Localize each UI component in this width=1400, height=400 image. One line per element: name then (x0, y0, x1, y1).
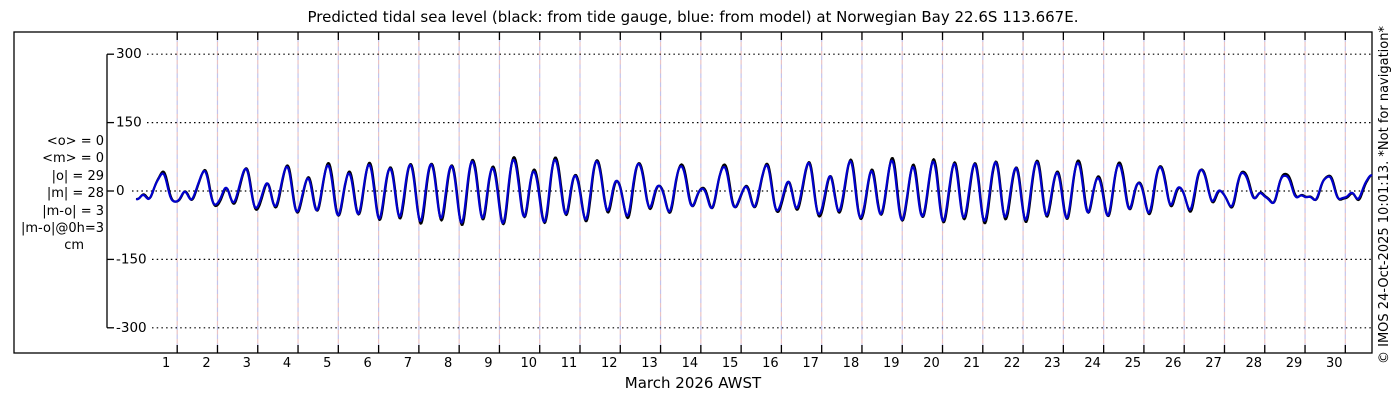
x-tick-label: 13 (641, 356, 658, 371)
y-tick-label: -150 (116, 251, 147, 267)
x-tick-label: 20 (923, 356, 940, 371)
stats-panel: <o> = 0 <m> = 0 |o| = 29 |m| = 28 |m-o| … (16, 133, 104, 255)
plot-frame (13, 31, 1373, 354)
x-tick-label: 28 (1245, 356, 1262, 371)
x-tick-label: 4 (283, 356, 291, 371)
x-tick-label: 24 (1084, 356, 1101, 371)
x-tick-label: 16 (762, 356, 779, 371)
stat-unit-label: cm (64, 238, 84, 254)
stat-line-mean-obs: <o> = 0 (46, 134, 104, 149)
x-tick-label: 25 (1125, 356, 1142, 371)
stat-line-abs-diff: |m-o| = 3 (42, 203, 104, 219)
x-tick-label: 19 (883, 356, 900, 371)
x-tick-label: 6 (363, 356, 371, 371)
copyright-watermark: © IMOS 24-Oct-2025 10:01:13. *Not for na… (1377, 26, 1392, 364)
x-tick-label: 7 (404, 356, 412, 371)
x-tick-label: 14 (682, 356, 699, 371)
x-tick-label: 30 (1326, 356, 1343, 371)
y-tick-label: 300 (116, 46, 142, 62)
x-tick-label: 1 (162, 356, 170, 371)
x-tick-label: 2 (202, 356, 210, 371)
stat-line-abs-obs: |o| = 29 (51, 168, 104, 184)
y-tick-label: 0 (116, 183, 125, 199)
y-tick-label: 150 (116, 115, 142, 131)
x-tick-label: 27 (1205, 356, 1222, 371)
x-tick-label: 5 (323, 356, 331, 371)
x-tick-label: 23 (1044, 356, 1061, 371)
x-tick-label: 12 (601, 356, 618, 371)
x-tick-label: 21 (964, 356, 981, 371)
x-tick-label: 3 (243, 356, 251, 371)
chart-title: Predicted tidal sea level (black: from t… (307, 8, 1079, 26)
stat-line-mean-model: <m> = 0 (42, 151, 104, 167)
y-tick-label: -300 (116, 320, 147, 336)
x-tick-label: 22 (1004, 356, 1021, 371)
x-tick-label: 9 (484, 356, 492, 371)
stat-line-abs-model: |m| = 28 (46, 186, 104, 202)
x-tick-label: 8 (444, 356, 452, 371)
x-tick-label: 26 (1165, 356, 1182, 371)
x-axis-label: March 2026 AWST (624, 374, 762, 392)
x-tick-label: 17 (802, 356, 819, 371)
x-tick-label: 18 (843, 356, 860, 371)
x-tick-label: 29 (1286, 356, 1303, 371)
x-tick-label: 10 (520, 356, 537, 371)
x-tick-label: 15 (722, 356, 739, 371)
stat-line-abs-diff-0h: |m-o|@0h=3 (21, 221, 104, 237)
model-curve (135, 158, 1373, 225)
x-tick-label: 11 (561, 356, 578, 371)
